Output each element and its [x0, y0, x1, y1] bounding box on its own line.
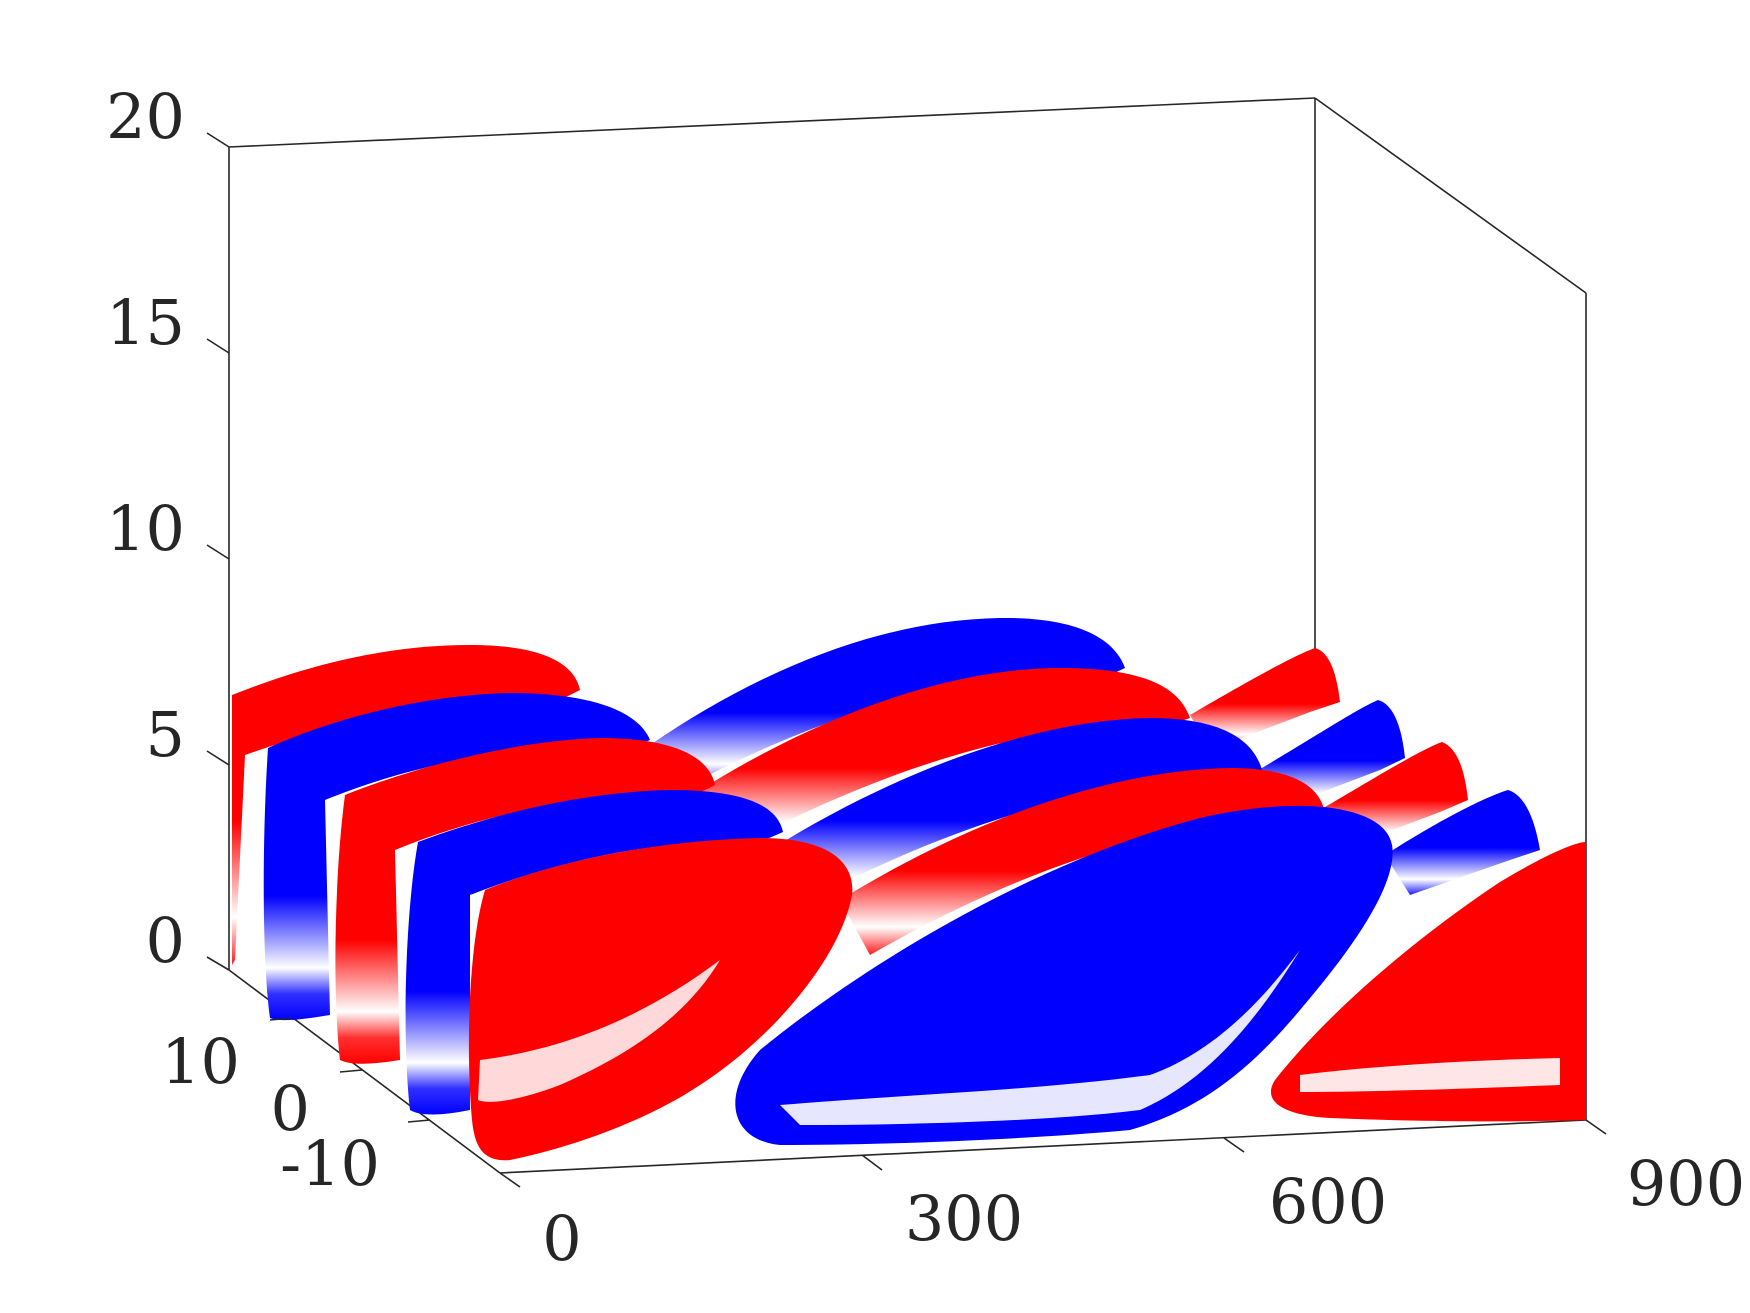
x-tick-label: 0: [542, 1202, 581, 1275]
y-axis-tick-labels: 10 0 -10: [161, 1025, 380, 1200]
structure-red-front-right: [1270, 842, 1586, 1122]
y-tick-label: 0: [271, 1072, 310, 1145]
z-tick-label: 5: [146, 698, 185, 771]
surface-structures: [232, 617, 1586, 1161]
structure-blue-back-middle: [650, 617, 1125, 790]
x-tick-label: 300: [905, 1182, 1023, 1255]
y-tick-label: 10: [161, 1025, 240, 1098]
axis-box-bottom-front: [499, 1119, 1587, 1174]
structure-blue-row2-left: [263, 693, 650, 1021]
z-axis-tick-labels: 20 15 10 5 0: [106, 80, 185, 977]
structure-red-front-left-shade: [478, 960, 720, 1102]
structure-red-row2-mid: [700, 668, 1190, 850]
z-tick-label: 0: [146, 904, 185, 977]
x-axis-ticks: [499, 1119, 1607, 1188]
structure-red-front-right-highlight: [1300, 1058, 1560, 1092]
z-tick-label: 20: [106, 80, 185, 153]
x-tick-label: 600: [1269, 1165, 1387, 1238]
structure-blue-row4-right: [1385, 790, 1540, 895]
z-axis-ticks: [206, 132, 230, 971]
x-axis-tick-labels: 0 300 600 900: [542, 1147, 1745, 1275]
axis-box-top-back: [228, 97, 1316, 148]
structure-blue-row4-left: [405, 790, 783, 1115]
axis-box-top-right: [1314, 97, 1587, 294]
structure-red-back-right: [1190, 648, 1340, 750]
structure-red-back-left: [232, 645, 580, 965]
y-tick-label: -10: [280, 1127, 380, 1200]
x-tick-label: 900: [1627, 1147, 1745, 1220]
structure-red-row3-left: [335, 738, 715, 1064]
z-tick-label: 10: [106, 492, 185, 565]
structure-blue-front-main: [735, 805, 1393, 1145]
y-axis-ticks: [269, 1017, 431, 1123]
structure-blue-row3-mid: [770, 718, 1262, 905]
structure-red-row4-mid: [840, 768, 1325, 955]
structure-blue-front-main-highlight: [780, 950, 1300, 1125]
z-tick-label: 15: [106, 286, 185, 359]
